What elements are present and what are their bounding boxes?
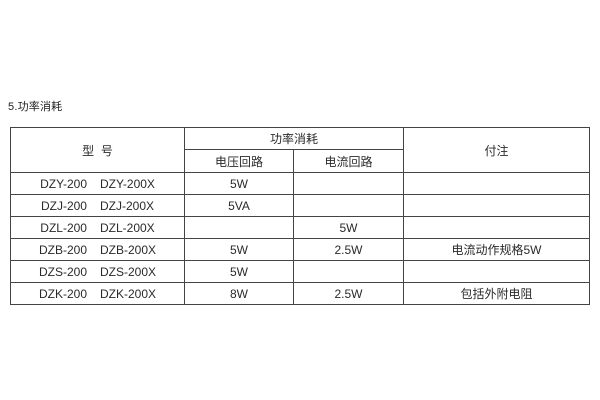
voltage-cell: 5W <box>184 238 294 261</box>
table-row: DZJ-200 DZJ-200X 5VA <box>10 194 591 217</box>
header-voltage-circuit: 电压回路 <box>184 149 294 173</box>
table-row: DZY-200 DZY-200X 5W <box>10 172 591 195</box>
note-cell <box>403 216 591 239</box>
table-header: 型 号 功率消耗 付注 电压回路 电流回路 <box>10 127 591 173</box>
header-row-2: 电压回路 电流回路 <box>11 149 590 173</box>
note-cell <box>403 260 591 283</box>
table-row: DZB-200 DZB-200X 5W 2.5W 电流动作规格5W <box>10 238 591 261</box>
voltage-cell: 5W <box>184 260 294 283</box>
model-name-x: DZL-200X <box>99 220 155 235</box>
model-name-x: DZJ-200X <box>99 198 155 213</box>
current-cell: 5W <box>292 216 405 239</box>
power-consumption-table: 型 号 功率消耗 付注 电压回路 电流回路 DZY-200 DZY-200X 5… <box>10 127 591 305</box>
header-current-circuit: 电流回路 <box>292 149 405 173</box>
current-cell: 2.5W <box>292 238 405 261</box>
header-notes: 付注 <box>403 127 591 173</box>
note-cell: 电流动作规格5W <box>403 238 591 261</box>
note-cell <box>403 172 591 195</box>
model-name: DZB-200 <box>38 242 87 257</box>
header-power-group: 功率消耗 <box>183 127 405 150</box>
current-cell <box>292 260 405 283</box>
model-name: DZK-200 <box>38 286 87 301</box>
table-body: DZY-200 DZY-200X 5W DZJ-200 DZJ-200X 5VA <box>10 172 591 305</box>
note-cell <box>403 194 591 217</box>
model-name-x: DZB-200X <box>100 242 157 257</box>
note-cell: 包括外附电阻 <box>403 282 591 305</box>
table-row: DZS-200 DZS-200X 5W <box>10 260 591 283</box>
model-cell: DZB-200 DZB-200X <box>10 238 185 261</box>
header-model: 型 号 <box>10 127 185 173</box>
table-row: DZL-200 DZL-200X 5W <box>10 216 591 239</box>
model-name-x: DZS-200X <box>100 264 157 279</box>
section-title: 5.功率消耗 <box>8 101 63 113</box>
model-cell: DZJ-200 DZJ-200X <box>10 194 185 217</box>
model-name: DZS-200 <box>38 264 87 279</box>
voltage-cell: 5W <box>184 172 294 195</box>
voltage-cell <box>184 216 294 239</box>
header-row-1: 型 号 功率消耗 付注 <box>10 127 591 173</box>
model-cell: DZY-200 DZY-200X <box>10 172 185 195</box>
voltage-cell: 5VA <box>184 194 294 217</box>
current-cell: 2.5W <box>292 282 405 305</box>
current-cell <box>292 172 405 195</box>
model-cell: DZK-200 DZK-200X <box>10 282 185 305</box>
voltage-cell: 8W <box>184 282 294 305</box>
model-name: DZJ-200 <box>40 198 87 213</box>
model-name-x: DZY-200X <box>100 176 155 191</box>
model-name-x: DZK-200X <box>100 286 157 301</box>
current-cell <box>292 194 405 217</box>
model-name: DZL-200 <box>40 220 87 235</box>
model-cell: DZS-200 DZS-200X <box>10 260 185 283</box>
table-row: DZK-200 DZK-200X 8W 2.5W 包括外附电阻 <box>10 282 591 305</box>
model-name: DZY-200 <box>40 176 87 191</box>
model-cell: DZL-200 DZL-200X <box>10 216 185 239</box>
